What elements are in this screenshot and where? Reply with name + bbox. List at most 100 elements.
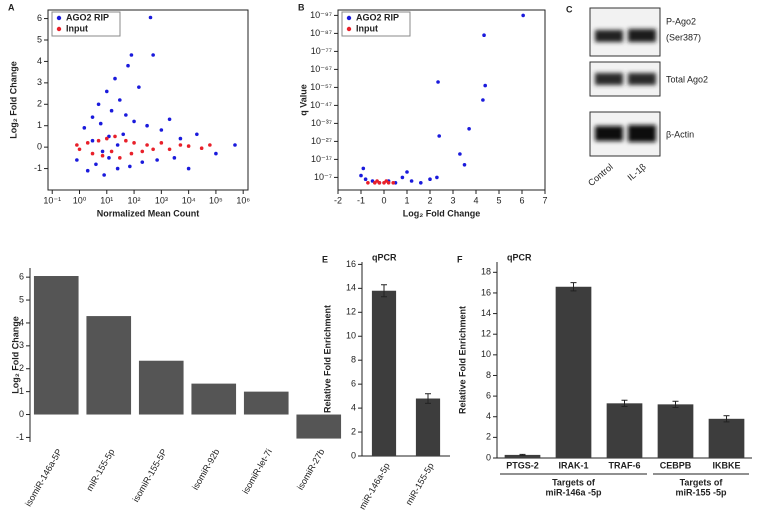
data-point [482,33,486,37]
data-point [186,144,191,148]
x-tick-label: PTGS-2 [506,460,539,470]
y-tick-label: 5 [37,34,42,44]
legend-marker [56,26,62,32]
data-point [436,80,440,84]
data-point [159,128,164,132]
data-point [126,63,130,68]
data-point [391,181,396,185]
x-tick-label: 7 [542,195,547,205]
y-tick-label: 10⁻⁷⁷ [311,46,332,56]
y-tick-label: 8 [351,355,356,365]
y-tick-label: 6 [19,272,24,282]
legend-box [51,11,121,37]
data-point [85,141,90,145]
data-point [129,53,134,57]
data-point [481,98,485,102]
y-tick-label: 10⁻⁹⁷ [310,10,332,20]
y-tick-label: 1 [37,120,42,130]
x-tick-label: 10⁶ [236,195,250,205]
data-point [140,149,145,154]
data-point [178,136,183,141]
data-point [90,151,95,156]
x-tick-label: 3 [450,195,455,205]
bar [657,404,694,458]
x-axis-label: Log₂ Fold Change [403,208,481,218]
y-tick-label: 2 [19,363,24,373]
y-tick-label: 2 [351,426,356,436]
x-tick-label: isomiR-146a-5P [23,447,64,508]
x-tick-label: 6 [519,195,524,205]
y-tick-label: 3 [19,340,24,350]
y-tick-label: 18 [481,267,491,277]
x-tick-label: isomiR-92b [190,447,221,491]
bar [33,276,79,415]
x-tick-label: IRAK-1 [558,460,588,470]
y-tick-label: 10⁻⁶⁷ [310,64,332,74]
x-tick-label: 10² [128,195,141,205]
y-tick-label: 6 [37,13,42,23]
data-point [145,143,149,147]
panel-letter: C [566,4,573,14]
bar [415,398,441,456]
bar [606,403,643,458]
subtitle: qPCR [507,252,532,262]
blot-label: (Ser387) [666,32,701,42]
x-tick-label: 10¹ [100,195,113,205]
data-point [167,117,172,122]
data-point [437,134,442,138]
y-tick-label: 10⁻⁵⁷ [310,82,332,92]
blot-band [595,30,623,42]
data-point [90,138,95,143]
bar [504,454,541,458]
panel-letter: B [298,2,305,12]
blot-panel: C P-Ago2 (Ser387) Total Ago2 β-Actin Con… [566,4,708,188]
y-tick-label: 10⁻³⁷ [311,118,332,128]
y-tick-label: 12 [346,307,356,317]
data-point [109,108,114,113]
data-point [148,15,153,20]
data-point [109,149,114,154]
data-point [96,138,101,143]
y-tick-label: 4 [37,56,42,66]
y-axis-label: Relative Fold Enrichment [457,306,467,414]
x-tick-label: 0 [381,195,386,205]
group-label: Targets of [680,477,724,487]
y-tick-label: 6 [486,390,491,400]
y-tick-label: 0 [19,409,24,419]
y-tick-label: 8 [486,370,491,380]
y-tick-label: 2 [486,432,491,442]
data-point [159,141,164,145]
data-point [98,121,103,126]
x-tick-label: TRAF-6 [609,460,641,470]
data-point [94,162,98,167]
data-point [100,153,105,158]
y-axis-label: Log₂ Fold Change [8,61,18,139]
data-point [155,158,159,162]
x-tick-label: isomiR-27b [295,447,326,491]
blot-band [628,125,656,142]
legend-marker [56,15,62,21]
x-tick-label: 10⁻¹ [43,195,61,205]
data-point [419,181,423,185]
data-point [366,181,370,185]
data-point [405,170,409,174]
data-point [208,143,212,147]
y-tick-label: 10⁻⁷ [314,172,332,182]
y-tick-label: 4 [19,317,24,327]
data-point [467,127,471,131]
x-tick-label: 5 [496,195,501,205]
blot-label: Total Ago2 [666,74,708,84]
data-point [428,177,432,181]
y-tick-label: 0 [37,142,42,152]
data-point [521,13,525,18]
data-point [75,158,79,162]
data-point [195,132,199,137]
blot-band [628,73,656,85]
data-point [137,85,141,89]
data-point [124,113,128,117]
y-tick-label: 14 [346,283,356,293]
y-tick-label: 16 [346,259,356,269]
x-tick-label: 10⁵ [209,195,223,205]
bar [555,286,592,458]
x-axis-label: Normalized Mean Count [97,208,200,218]
